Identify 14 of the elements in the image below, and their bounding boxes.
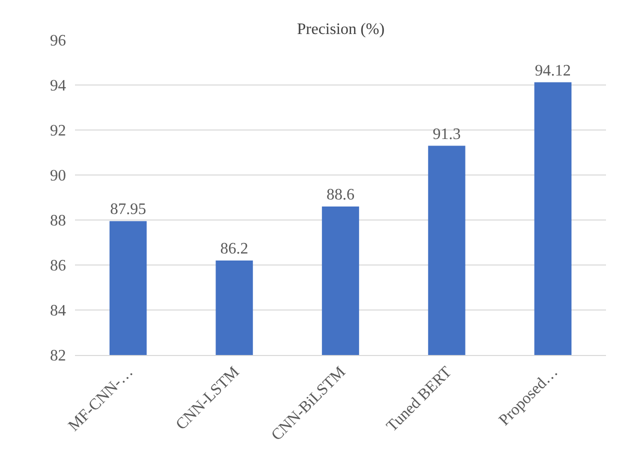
data-label: 86.2 [220,240,248,258]
data-label: 91.3 [432,126,461,143]
y-tick-label: 92 [50,122,66,140]
y-tick-label: 96 [50,32,66,50]
y-tick-label: 90 [50,168,66,185]
y-tick-label: 94 [50,78,66,95]
data-label: 94.12 [534,62,571,80]
y-tick-label: 84 [50,302,66,320]
chart-title: Precision (%) [297,21,385,38]
y-tick-label: 86 [50,258,66,275]
y-tick-label: 82 [50,348,66,365]
data-label: 87.95 [110,201,146,218]
data-label: 88.6 [326,186,354,204]
y-tick-label: 88 [50,212,66,230]
